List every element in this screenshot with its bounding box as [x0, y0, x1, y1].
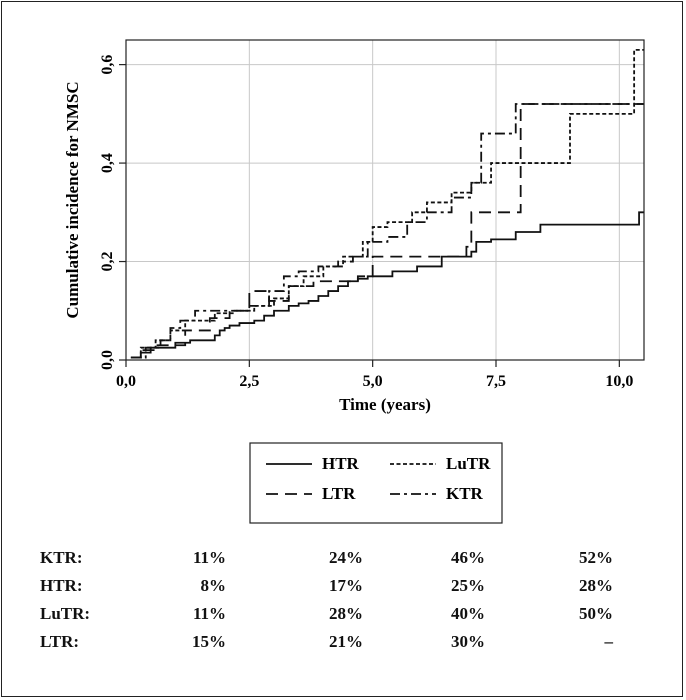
incidence-table: KTR: 11% 24% 46% 52% HTR: 8% 17% 25% 28% LuTR: 11% 2…	[28, 548, 648, 660]
table-cell: 24%	[329, 548, 363, 567]
table-cell: 21%	[329, 632, 363, 651]
y-tick-label: 0,4	[99, 153, 116, 173]
table-cell: –	[604, 632, 614, 651]
series-line-lutr	[130, 48, 644, 359]
table-cell: 28%	[329, 604, 363, 623]
cumulative-incidence-chart: 0,0 2,5 5,0 7,5 10,0 0,0 0,2 0,4 0,6 Time (year…	[63, 39, 645, 524]
legend-box	[249, 442, 503, 524]
table-cell: 28%	[579, 576, 613, 595]
row-label: HTR:	[40, 576, 83, 595]
x-tick-label: 10,0	[605, 373, 633, 390]
table-row: KTR: 11% 24% 46% 52%	[28, 548, 648, 576]
x-tick-label: 5,0	[363, 373, 383, 390]
table-row: LTR: 15% 21% 30% –	[28, 632, 648, 660]
y-tick-label: 0,2	[99, 252, 116, 272]
table-cell: 8%	[200, 576, 227, 595]
table-cell: 50%	[579, 604, 613, 623]
table-cell: 17%	[329, 576, 363, 595]
series-line-ltr	[130, 103, 644, 359]
y-tick-label: 0,6	[99, 55, 116, 75]
y-axis-ticks: 0,0 0,2 0,4 0,6	[99, 55, 126, 370]
series-layer	[130, 48, 644, 359]
x-tick-label: 7,5	[486, 373, 506, 390]
table-cell: 52%	[579, 548, 613, 567]
table-cell: 40%	[451, 604, 485, 623]
table-cell: 11%	[192, 548, 226, 567]
row-label: LTR:	[40, 632, 80, 651]
y-axis-label: Cumulative incidence for NMSC	[63, 81, 82, 318]
legend: HTR LuTR LTR KTR	[266, 454, 491, 503]
grid-lines	[125, 40, 644, 361]
table-cell: 46%	[451, 548, 485, 567]
row-label: LuTR:	[40, 604, 91, 623]
legend-label-ktr: KTR	[446, 484, 484, 503]
series-line-htr	[130, 211, 644, 359]
series-line-ktr	[130, 103, 644, 359]
plot-border	[125, 39, 645, 361]
table-cell: 11%	[192, 604, 226, 623]
legend-label-lutr: LuTR	[446, 454, 491, 473]
table-cell: 25%	[451, 576, 485, 595]
x-tick-label: 2,5	[239, 373, 259, 390]
y-tick-label: 0,0	[99, 350, 116, 370]
legend-label-ltr: LTR	[322, 484, 356, 503]
x-tick-label: 0,0	[116, 373, 136, 390]
table-cell: 30%	[451, 632, 485, 651]
x-axis-ticks: 0,0 2,5 5,0 7,5 10,0	[116, 360, 633, 390]
row-label: KTR:	[40, 548, 83, 567]
table-row: HTR: 8% 17% 25% 28%	[28, 576, 648, 604]
table-cell: 15%	[192, 632, 226, 651]
legend-label-htr: HTR	[322, 454, 360, 473]
x-axis-label: Time (years)	[339, 395, 431, 414]
table-row: LuTR: 11% 28% 40% 50%	[28, 604, 648, 632]
